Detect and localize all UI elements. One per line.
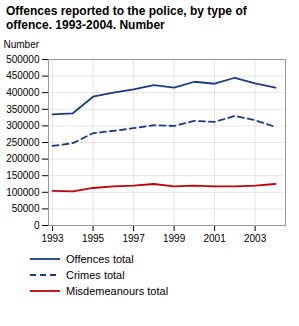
html-text:Misdemeanours total: Misdemeanours total: [66, 284, 169, 297]
svg-text:100000: 100000: [6, 186, 40, 197]
svg-text:200000: 200000: [6, 153, 40, 164]
svg-text:0: 0: [34, 219, 40, 230]
svg-text:250000: 250000: [6, 136, 40, 147]
svg-text:1995: 1995: [82, 232, 105, 243]
svg-text:300000: 300000: [6, 120, 40, 131]
svg-text:500000: 500000: [6, 53, 40, 64]
svg-text:2001: 2001: [203, 232, 226, 243]
svg-text:2003: 2003: [244, 232, 267, 243]
svg-text:1997: 1997: [122, 232, 145, 243]
svg-text:Number: Number: [4, 38, 40, 49]
svg-text:1993: 1993: [41, 232, 64, 243]
svg-text:450000: 450000: [6, 70, 40, 81]
html-text:Offences total: Offences total: [66, 252, 134, 265]
html-text:Crimes total: Crimes total: [66, 268, 125, 281]
svg-text:350000: 350000: [6, 103, 40, 114]
svg-text:50000: 50000: [12, 203, 40, 214]
svg-text:150000: 150000: [6, 170, 40, 181]
svg-text:1999: 1999: [163, 232, 186, 243]
svg-text:400000: 400000: [6, 87, 40, 98]
html-text:Offences reported to the polic: Offences reported to the police, by type…: [6, 4, 247, 33]
